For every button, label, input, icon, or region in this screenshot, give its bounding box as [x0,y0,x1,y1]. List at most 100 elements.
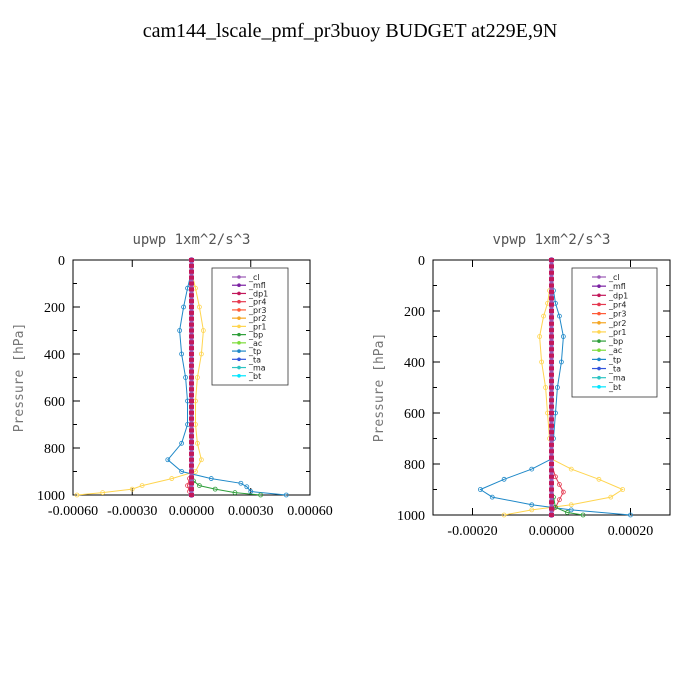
y-tick-label: 600 [44,395,65,410]
legend-marker [237,308,241,312]
legend-marker [237,341,241,345]
legend-marker [237,349,241,353]
point-tp [628,512,633,518]
point-dp1 [549,302,554,307]
x-tick-label: 0.00030 [228,504,274,519]
point-bp [232,490,238,496]
point-dp1 [549,283,554,288]
legend-label: _pr3 [608,310,626,319]
point-dp1 [549,347,554,352]
point-bp [564,510,570,515]
point-dp1 [189,451,194,456]
y-tick-label: 200 [404,305,425,320]
point-dp1 [189,269,194,274]
point-pr1 [620,487,625,492]
point-dp1 [189,375,194,380]
point-dp1 [189,446,194,450]
point-dp1 [189,428,194,433]
point-dp1 [549,462,554,466]
legend-marker [597,311,601,316]
point-dp1 [549,506,554,511]
point-dp1 [549,391,554,396]
point-dp1 [189,263,194,268]
point-tp [208,476,214,481]
point-tp [529,466,535,472]
point-dp1 [189,357,194,362]
point-tp [244,484,250,490]
point-dp1 [549,474,554,479]
y-tick-label: 400 [44,348,65,363]
point-dp1 [189,293,194,298]
point-pr1 [529,507,535,513]
legend-label: _cl [608,273,620,282]
point-dp1 [549,270,554,275]
point-tp [555,385,560,390]
series-tp [167,271,287,496]
point-dp1 [549,398,554,403]
point-tp [177,328,183,333]
x-tick-label: -0.00060 [48,504,98,519]
legend-marker [597,275,601,279]
point-dp1 [189,352,194,356]
y-tick-label: 400 [404,356,425,371]
point-pr1 [195,440,200,446]
point-dp1 [549,436,554,441]
point-bp [196,483,202,489]
point-pr1 [139,483,145,489]
point-pr4 [560,489,566,495]
legend-label: _dp1 [248,289,268,298]
panel-2: vpwp 1xm^2/s^3 Pressure [hPa] 0 200 400 600 80… [372,232,671,539]
point-pr1 [539,359,545,365]
point-dp1 [549,385,554,390]
legend: _cl_mfl_dp1_pr4_pr3_pr2_pr1_bp_ac_tp_ta_… [211,267,289,386]
point-dp1 [189,363,194,368]
panel-title: upwp 1xm^2/s^3 [132,232,250,248]
x-tick-label: -0.00020 [447,524,497,539]
legend-label: _pr3 [248,306,266,315]
y-axis-label: Pressure [hPa] [372,333,387,443]
panel-title: vpwp 1xm^2/s^3 [492,232,610,248]
point-dp1 [189,469,194,474]
point-dp1 [189,258,194,262]
y-tick-label: 1000 [397,509,425,524]
point-dp1 [549,340,554,345]
legend-label: _pr2 [248,314,266,323]
point-pr1 [568,466,574,472]
y-tick-label: 600 [404,407,425,422]
legend-label: _bp [248,331,263,340]
legend-marker [597,375,601,380]
point-tp [183,375,188,380]
legend-label: _ma [248,364,266,373]
point-dp1 [549,366,554,371]
point-dp1 [189,340,194,345]
point-pr1 [541,313,546,319]
point-pr1 [608,494,614,500]
point-dp1 [549,309,554,313]
point-pr1 [169,476,175,481]
y-tick-label: 800 [404,458,425,473]
legend-marker [597,339,601,343]
point-dp1 [549,328,554,333]
point-pr1 [198,457,204,463]
point-tp [179,351,185,357]
point-dp1 [549,334,554,339]
point-dp1 [189,316,194,321]
point-dp1 [189,369,194,374]
legend-marker [597,284,601,288]
legend-label: _bt [248,372,261,381]
point-dp1 [189,416,194,421]
point-dp1 [189,322,194,327]
point-tp [560,334,566,339]
y-tick-label: 800 [44,442,65,457]
point-dp1 [189,399,194,403]
point-dp1 [549,449,554,454]
point-dp1 [549,468,554,473]
point-dp1 [189,487,194,492]
legend-label: _ta [608,365,621,374]
point-dp1 [189,328,194,333]
legend-label: _mfl [608,282,626,291]
point-dp1 [189,275,194,280]
legend-label: _ac [248,339,262,348]
point-dp1 [189,404,194,409]
point-tp [248,489,254,494]
